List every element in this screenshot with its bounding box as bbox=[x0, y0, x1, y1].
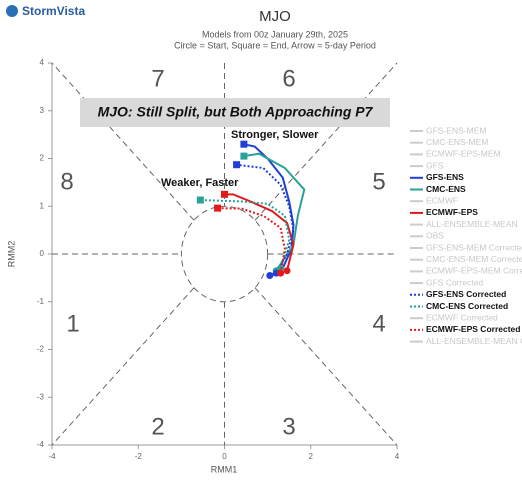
x-tick-label: 4 bbox=[395, 452, 400, 461]
legend-label[interactable]: ECMWF Corrected bbox=[426, 312, 498, 322]
y-tick-label: 2 bbox=[40, 154, 45, 163]
x-tick-label: 2 bbox=[309, 452, 314, 461]
phase-divider bbox=[51, 62, 195, 221]
phase-label: 1 bbox=[66, 310, 79, 337]
legend-label[interactable]: OBS bbox=[426, 231, 444, 241]
phase-divider bbox=[254, 62, 398, 221]
end-marker bbox=[214, 204, 222, 212]
legend-label[interactable]: ECMWF-EPS-MEM bbox=[426, 149, 501, 159]
end-marker bbox=[240, 140, 248, 148]
y-axis-label: RMM2 bbox=[6, 241, 16, 268]
series-line bbox=[224, 193, 295, 271]
legend-label[interactable]: ALL-ENSEMBLE-MEAN Corrected bbox=[426, 336, 522, 346]
end-marker bbox=[233, 161, 241, 169]
phase-label: 3 bbox=[282, 413, 295, 440]
legend-label[interactable]: ECMWF-EPS bbox=[426, 207, 478, 217]
legend-label[interactable]: ALL-ENSEMBLE-MEAN bbox=[426, 219, 518, 229]
legend-label[interactable]: CMC-ENS Corrected bbox=[426, 301, 508, 311]
y-tick-label: -4 bbox=[37, 440, 45, 449]
annotation: MJO: Still Split, but Both Approaching P… bbox=[98, 104, 374, 120]
y-tick-label: -1 bbox=[37, 297, 45, 306]
end-marker bbox=[196, 196, 204, 204]
series-line bbox=[200, 199, 291, 269]
legend-label[interactable]: GFS-ENS-MEM bbox=[426, 125, 486, 135]
unit-circle bbox=[180, 205, 269, 303]
legend-label[interactable]: CMC-ENS-MEM Corrected bbox=[426, 254, 522, 264]
phase-label: 4 bbox=[372, 310, 385, 337]
end-marker bbox=[240, 152, 248, 160]
phase-label: 5 bbox=[372, 168, 385, 195]
phase-label: 7 bbox=[151, 65, 164, 92]
legend-label[interactable]: GFS Corrected bbox=[426, 277, 483, 287]
start-marker bbox=[266, 271, 274, 279]
phase-divider bbox=[51, 287, 195, 446]
end-marker bbox=[221, 190, 228, 198]
phase-label: 8 bbox=[60, 168, 73, 195]
annotation: Weaker, Faster bbox=[161, 177, 239, 189]
plot-area bbox=[196, 140, 306, 279]
legend-label[interactable]: CMC-ENS bbox=[426, 184, 466, 194]
series-line bbox=[217, 207, 286, 274]
legend-label[interactable]: GFS-ENS bbox=[426, 172, 464, 182]
legend-label[interactable]: ECMWF-EPS Corrected bbox=[426, 324, 520, 334]
brand: StormVista bbox=[22, 4, 85, 18]
subtitle: Models from 00z January 29th, 2025 bbox=[202, 29, 348, 39]
start-marker bbox=[283, 267, 291, 275]
chart-title: MJO bbox=[259, 8, 291, 25]
y-tick-label: 1 bbox=[40, 201, 45, 210]
x-tick-label: -4 bbox=[48, 452, 56, 461]
legend-label[interactable]: CMC-ENS-MEM bbox=[426, 137, 488, 147]
subtitle: Circle = Start, Square = End, Arrow = 5-… bbox=[174, 40, 376, 50]
legend-label[interactable]: GFS-ENS Corrected bbox=[426, 289, 506, 299]
y-tick-label: 0 bbox=[40, 249, 45, 258]
legend-label[interactable]: ECMWF bbox=[426, 195, 458, 205]
legend-label[interactable]: GFS bbox=[426, 160, 444, 170]
phase-label: 6 bbox=[282, 65, 295, 92]
x-tick-label: -2 bbox=[135, 452, 143, 461]
phase-guides: 1 2 3 4 5 6 7 8 -4 -2 0 2 4 -4 -3 -2 -1 0 1 2 3 4 bbox=[37, 58, 400, 461]
legend-label[interactable]: ECMWF-EPS-MEM Corrected bbox=[426, 266, 522, 276]
y-tick-label: -3 bbox=[37, 392, 45, 401]
start-marker bbox=[277, 269, 285, 277]
x-tick-label: 0 bbox=[222, 452, 227, 461]
legend-label[interactable]: GFS-ENS-MEM Corrected bbox=[426, 242, 522, 252]
x-axis-label: RMM1 bbox=[211, 464, 238, 474]
logo-icon bbox=[6, 5, 18, 17]
phase-divider bbox=[254, 287, 398, 446]
y-tick-label: -2 bbox=[37, 345, 45, 354]
series-line bbox=[236, 163, 295, 274]
phase-label: 2 bbox=[151, 413, 164, 440]
logo: StormVista bbox=[6, 4, 85, 18]
y-tick-label: 4 bbox=[40, 58, 45, 67]
series-line bbox=[243, 143, 295, 277]
annotation: Stronger, Slower bbox=[231, 129, 319, 141]
annotation-box bbox=[80, 98, 390, 127]
y-tick-label: 3 bbox=[40, 106, 45, 115]
